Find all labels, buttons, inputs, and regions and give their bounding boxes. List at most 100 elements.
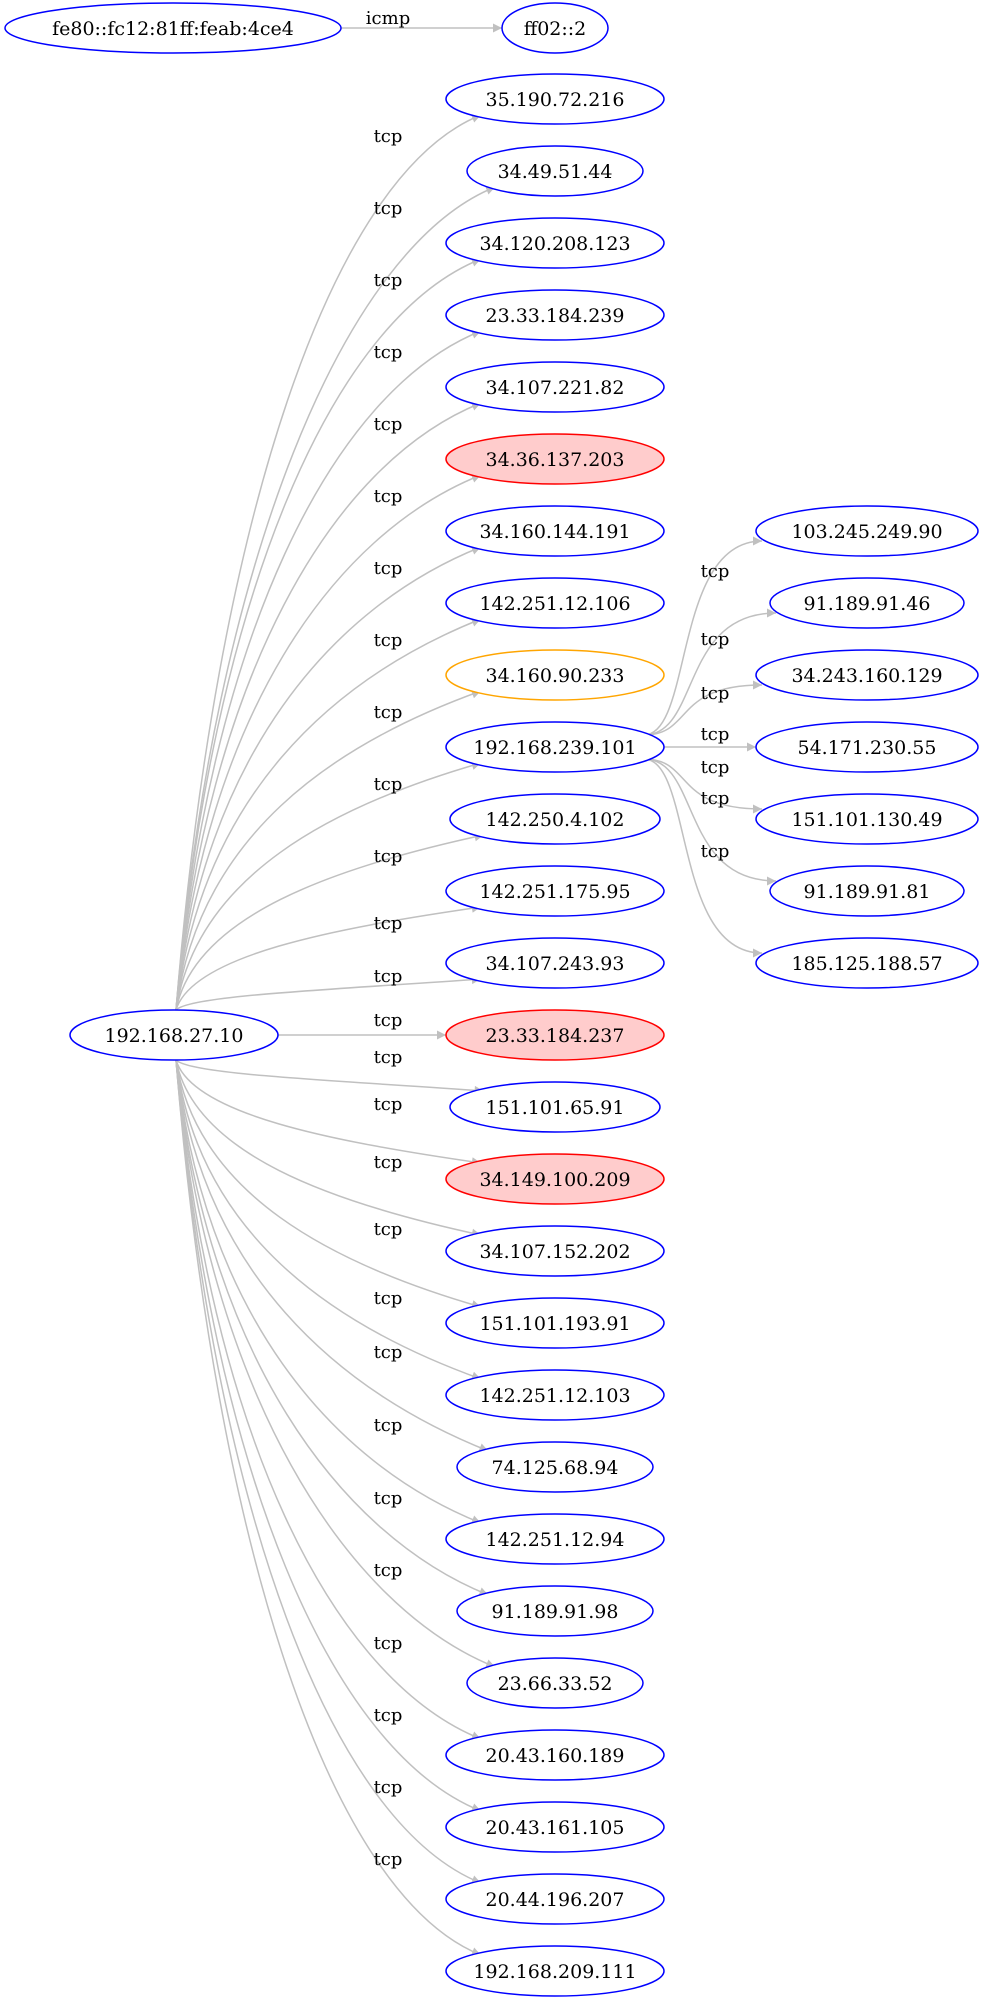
node-n_23[interactable]: 23.66.33.52 (466, 1657, 644, 1709)
node-ellipse[interactable] (445, 361, 665, 413)
node-n_5[interactable]: 34.107.221.82 (445, 361, 665, 413)
node-label: 34.160.144.191 (479, 521, 630, 543)
node-n_25[interactable]: 20.43.161.105 (445, 1801, 665, 1853)
node-ellipse[interactable] (445, 433, 665, 485)
node-n_8[interactable]: 142.251.12.106 (445, 577, 665, 629)
edge-n_src-n_27 (175, 1059, 482, 1956)
edge-n_hub-n_r6 (643, 758, 777, 886)
node-n_17[interactable]: 34.107.152.202 (445, 1225, 665, 1277)
node-n_14[interactable]: 23.33.184.237 (445, 1009, 665, 1061)
node-ellipse[interactable] (755, 721, 979, 773)
node-ellipse[interactable] (445, 73, 665, 125)
node-n_12[interactable]: 142.251.175.95 (445, 865, 665, 917)
node-ellipse[interactable] (456, 1585, 654, 1637)
node-n_hub[interactable]: 192.168.239.101 (445, 721, 665, 773)
node-n_fe80[interactable]: fe80::fc12:81ff:feab:4ce4 (4, 2, 342, 54)
node-ellipse[interactable] (445, 1945, 665, 1997)
node-n_18[interactable]: 151.101.193.91 (445, 1297, 665, 1349)
node-n_11[interactable]: 142.250.4.102 (449, 793, 661, 845)
node-n_r2[interactable]: 91.189.91.46 (769, 577, 965, 629)
node-ellipse[interactable] (445, 577, 665, 629)
node-n_r5[interactable]: 151.101.130.49 (755, 793, 979, 845)
node-ellipse[interactable] (449, 1081, 661, 1133)
node-ellipse[interactable] (4, 2, 342, 54)
edge-n_src-n_11 (175, 832, 484, 1011)
node-n_r7[interactable]: 185.125.188.57 (755, 937, 979, 989)
node-ellipse[interactable] (445, 1297, 665, 1349)
node-label: 142.250.4.102 (485, 809, 624, 831)
node-n_13[interactable]: 34.107.243.93 (445, 937, 665, 989)
node-label: 34.36.137.203 (485, 449, 624, 471)
node-label: ff02::2 (524, 18, 587, 40)
edge-label: tcp (374, 1342, 403, 1363)
node-label: 142.251.12.94 (485, 1529, 624, 1551)
node-ellipse[interactable] (445, 937, 665, 989)
node-n_2[interactable]: 34.49.51.44 (466, 145, 644, 197)
edge-label: tcp (374, 1219, 403, 1240)
node-ellipse[interactable] (445, 1873, 665, 1925)
node-n_r4[interactable]: 54.171.230.55 (755, 721, 979, 773)
node-ellipse[interactable] (445, 1009, 665, 1061)
node-n_r1[interactable]: 103.245.249.90 (755, 505, 979, 557)
node-ellipse[interactable] (769, 865, 965, 917)
node-ellipse[interactable] (449, 793, 661, 845)
node-ellipse[interactable] (755, 505, 979, 557)
nodes-layer: fe80::fc12:81ff:feab:4ce4 ff02::2192.168.… (4, 2, 979, 1997)
node-n_6[interactable]: 34.36.137.203 (445, 433, 665, 485)
node-ellipse[interactable] (466, 1657, 644, 1709)
node-n_r3[interactable]: 34.243.160.129 (755, 649, 979, 701)
node-n_15[interactable]: 151.101.65.91 (449, 1081, 661, 1133)
node-n_7[interactable]: 34.160.144.191 (445, 505, 665, 557)
node-n_27[interactable]: 192.168.209.111 (445, 1945, 665, 1997)
node-n_9[interactable]: 34.160.90.233 (445, 649, 665, 701)
node-n_4[interactable]: 23.33.184.239 (445, 289, 665, 341)
node-ellipse[interactable] (456, 1441, 654, 1493)
node-ellipse[interactable] (445, 1369, 665, 1421)
node-n_src[interactable]: 192.168.27.10 (69, 1009, 279, 1061)
node-ellipse[interactable] (755, 649, 979, 701)
edge-n_src-n_22 (175, 1059, 489, 1596)
node-n_16[interactable]: 34.149.100.209 (445, 1153, 665, 1205)
node-ellipse[interactable] (445, 289, 665, 341)
node-n_1[interactable]: 35.190.72.216 (445, 73, 665, 125)
node-ellipse[interactable] (755, 937, 979, 989)
node-n_26[interactable]: 20.44.196.207 (445, 1873, 665, 1925)
node-ellipse[interactable] (445, 505, 665, 557)
node-n_19[interactable]: 142.251.12.103 (445, 1369, 665, 1421)
node-ellipse[interactable] (769, 577, 965, 629)
node-n_24[interactable]: 20.43.160.189 (445, 1729, 665, 1781)
node-label: 142.251.12.106 (479, 593, 630, 615)
edge-label: tcp (701, 629, 730, 650)
node-label: 35.190.72.216 (485, 89, 624, 111)
edge-label: tcp (374, 1415, 403, 1436)
edge-n_src-n_18 (175, 1059, 482, 1309)
node-ellipse[interactable] (445, 865, 665, 917)
node-n_ff02[interactable]: ff02::2 (501, 2, 609, 54)
node-label: 34.149.100.209 (479, 1169, 630, 1191)
node-n_21[interactable]: 142.251.12.94 (445, 1513, 665, 1565)
node-label: 34.49.51.44 (498, 161, 613, 183)
node-ellipse[interactable] (445, 1225, 665, 1277)
node-label: 91.189.91.81 (804, 881, 931, 903)
node-ellipse[interactable] (755, 793, 979, 845)
node-ellipse[interactable] (445, 217, 665, 269)
node-label: 192.168.209.111 (473, 1961, 636, 1983)
node-ellipse[interactable] (69, 1009, 279, 1061)
node-ellipse[interactable] (445, 1801, 665, 1853)
node-ellipse[interactable] (445, 1729, 665, 1781)
edge-label: tcp (701, 683, 730, 704)
node-ellipse[interactable] (445, 1153, 665, 1205)
node-label: 20.43.160.189 (485, 1745, 624, 1767)
edge-label: tcp (374, 1560, 403, 1581)
node-n_20[interactable]: 74.125.68.94 (456, 1441, 654, 1493)
node-n_22[interactable]: 91.189.91.98 (456, 1585, 654, 1637)
node-ellipse[interactable] (501, 2, 609, 54)
edge-label: tcp (374, 1152, 403, 1173)
node-ellipse[interactable] (466, 145, 644, 197)
node-n_3[interactable]: 34.120.208.123 (445, 217, 665, 269)
node-ellipse[interactable] (445, 649, 665, 701)
node-n_r6[interactable]: 91.189.91.81 (769, 865, 965, 917)
node-ellipse[interactable] (445, 1513, 665, 1565)
node-ellipse[interactable] (445, 721, 665, 773)
